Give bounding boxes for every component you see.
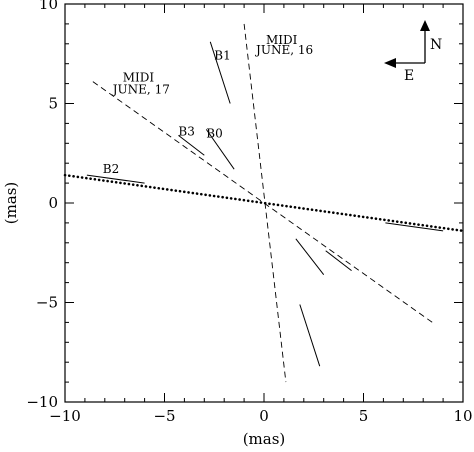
x-tick-label: −5 bbox=[153, 407, 175, 425]
x-tick-label: −10 bbox=[49, 407, 81, 425]
y-tick-label: 10 bbox=[39, 0, 58, 13]
baseline-segment-b3 bbox=[178, 134, 205, 156]
annotation-label: MIDI bbox=[123, 71, 155, 85]
y-axis-title: (mas) bbox=[2, 182, 20, 225]
baseline-segment-b0 bbox=[295, 238, 325, 275]
annotation-label: MIDI bbox=[266, 33, 298, 47]
axis-ticks: −10 −5 0 5 10 −10 −5 0 5 10 bbox=[26, 0, 472, 425]
annotation-label: B2 bbox=[103, 162, 119, 176]
y-tick-label: −5 bbox=[36, 294, 58, 312]
series-group bbox=[63, 23, 465, 383]
baseline-segment-b0 bbox=[205, 129, 235, 170]
x-axis-title: (mas) bbox=[243, 430, 286, 448]
east-label: E bbox=[404, 68, 414, 84]
x-tick-label: 0 bbox=[259, 407, 269, 425]
y-tick-label: 0 bbox=[48, 194, 58, 212]
baseline-segment-b1 bbox=[299, 304, 321, 367]
x-tick-label: 10 bbox=[453, 407, 472, 425]
baseline-segment-b3 bbox=[325, 250, 352, 272]
east-arrow-icon bbox=[384, 58, 396, 68]
annotation-label: JUNE, 16 bbox=[254, 43, 313, 57]
compass-rose: N E bbox=[384, 20, 442, 84]
y-tick-label: 5 bbox=[48, 95, 58, 113]
y-tick-label: −10 bbox=[26, 393, 58, 411]
annotation-label: B3 bbox=[178, 124, 194, 138]
x-tick-label: 5 bbox=[359, 407, 369, 425]
annotation-label: B0 bbox=[206, 126, 222, 140]
series-line-dotted bbox=[63, 173, 465, 233]
annotation-label: B1 bbox=[214, 49, 230, 63]
baseline-segment-b2 bbox=[385, 222, 444, 232]
north-label: N bbox=[430, 37, 442, 53]
baseline-segment-b1 bbox=[209, 41, 231, 104]
north-arrow-icon bbox=[420, 20, 430, 31]
baseline-segment-b2 bbox=[86, 174, 145, 184]
annotation-label: JUNE, 17 bbox=[111, 83, 170, 97]
